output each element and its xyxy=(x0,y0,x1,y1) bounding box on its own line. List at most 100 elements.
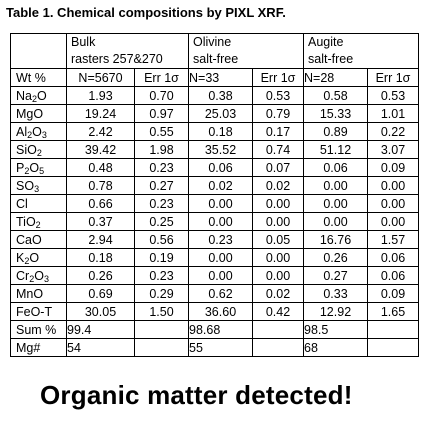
value-cell: 0.29 xyxy=(134,284,189,303)
mg-olivine-value: 55 xyxy=(188,338,253,357)
value-cell: 0.00 xyxy=(252,266,304,285)
oxide-subscript: 2 xyxy=(29,273,35,284)
empty-cell xyxy=(134,338,189,357)
mg-label: Mg# xyxy=(10,338,67,357)
table-row: Cr2O3 0.26 0.23 0.00 0.00 0.27 0.06 xyxy=(10,266,419,285)
table-row: FeO-T 30.05 1.50 36.60 0.42 12.92 1.65 xyxy=(10,302,419,321)
oxide-label: P2O5 xyxy=(10,158,67,177)
empty-cell xyxy=(252,320,304,339)
value-cell: 0.00 xyxy=(188,266,253,285)
empty-cell xyxy=(134,320,189,339)
oxide-subscript: 2 xyxy=(31,93,37,104)
table-row: SiO2 39.42 1.98 35.52 0.74 51.12 3.07 xyxy=(10,140,419,159)
oxide-subscript: 3 xyxy=(43,273,49,284)
value-cell: 1.93 xyxy=(66,86,135,105)
table-row: MnO 0.69 0.29 0.62 0.02 0.33 0.09 xyxy=(10,284,419,303)
value-cell: 0.89 xyxy=(303,122,368,141)
value-cell: 0.69 xyxy=(66,284,135,303)
value-cell: 0.23 xyxy=(134,266,189,285)
table-row: SO3 0.78 0.27 0.02 0.02 0.00 0.00 xyxy=(10,176,419,195)
oxide-label: Cr2O3 xyxy=(10,266,67,285)
group-olivine-line1: Olivine xyxy=(193,35,232,49)
value-cell: 1.50 xyxy=(134,302,189,321)
value-cell: 39.42 xyxy=(66,140,135,159)
oxide-subscript: 2 xyxy=(24,165,30,176)
oxide-text: TiO xyxy=(16,214,36,229)
table-row: MgO 19.24 0.97 25.03 0.79 15.33 1.01 xyxy=(10,104,419,123)
oxide-text: MnO xyxy=(16,286,44,301)
header-bulk-err: Err 1σ xyxy=(134,68,189,87)
corner-cell xyxy=(10,33,67,69)
group-augite-line2: salt-free xyxy=(308,52,354,66)
value-cell: 25.03 xyxy=(188,104,253,123)
oxide-label: CaO xyxy=(10,230,67,249)
table-row: P2O5 0.48 0.23 0.06 0.07 0.06 0.09 xyxy=(10,158,419,177)
value-cell: 16.76 xyxy=(303,230,368,249)
value-cell: 0.66 xyxy=(66,194,135,213)
oxide-subscript: 2 xyxy=(36,147,42,158)
value-cell: 0.97 xyxy=(134,104,189,123)
value-cell: 0.70 xyxy=(134,86,189,105)
oxide-text: Na xyxy=(16,88,32,103)
oxide-label: SiO2 xyxy=(10,140,67,159)
oxide-text: O xyxy=(37,88,47,103)
value-cell: 0.22 xyxy=(367,122,419,141)
value-cell: 0.00 xyxy=(188,212,253,231)
oxide-text: SiO xyxy=(16,142,37,157)
value-cell: 0.06 xyxy=(188,158,253,177)
oxide-label: Na2O xyxy=(10,86,67,105)
group-olivine: Olivine salt-free xyxy=(188,33,304,69)
value-cell: 0.62 xyxy=(188,284,253,303)
oxide-label: FeO-T xyxy=(10,302,67,321)
oxide-subscript: 3 xyxy=(34,183,40,194)
oxide-label: Al2O3 xyxy=(10,122,67,141)
value-cell: 19.24 xyxy=(66,104,135,123)
oxide-text: O xyxy=(32,124,42,139)
group-bulk-line2: rasters 257&270 xyxy=(71,52,163,66)
value-cell: 0.09 xyxy=(367,284,419,303)
oxide-text: Cr xyxy=(16,268,30,283)
value-cell: 1.98 xyxy=(134,140,189,159)
oxide-text: MgO xyxy=(16,106,44,121)
table-row: CaO 2.94 0.56 0.23 0.05 16.76 1.57 xyxy=(10,230,419,249)
table-row: Al2O3 2.42 0.55 0.18 0.17 0.89 0.22 xyxy=(10,122,419,141)
oxide-text: Cl xyxy=(16,196,28,211)
header-augite-n: N=28 xyxy=(303,68,368,87)
empty-cell xyxy=(367,338,419,357)
composition-table: Bulk rasters 257&270 Olivine salt-free A… xyxy=(10,33,419,357)
value-cell: 0.27 xyxy=(303,266,368,285)
oxide-label: MgO xyxy=(10,104,67,123)
value-cell: 0.78 xyxy=(66,176,135,195)
oxide-text: O xyxy=(34,268,44,283)
oxide-text: P xyxy=(16,160,25,175)
value-cell: 51.12 xyxy=(303,140,368,159)
header-bulk-n: N=5670 xyxy=(66,68,135,87)
mg-bulk-value: 54 xyxy=(66,338,135,357)
group-augite-line1: Augite xyxy=(308,35,344,49)
value-cell: 2.94 xyxy=(66,230,135,249)
oxide-text: SO xyxy=(16,178,35,193)
value-cell: 0.09 xyxy=(367,158,419,177)
oxide-subscript: 5 xyxy=(39,165,45,176)
oxide-text: O xyxy=(29,250,40,265)
value-cell: 0.00 xyxy=(188,194,253,213)
value-cell: 0.02 xyxy=(252,284,304,303)
mg-number-row: Mg# 54 55 68 xyxy=(10,338,419,357)
sum-augite-value: 98.5 xyxy=(303,320,368,339)
value-cell: 0.38 xyxy=(188,86,253,105)
value-cell: 0.74 xyxy=(252,140,304,159)
value-cell: 0.00 xyxy=(303,212,368,231)
empty-cell xyxy=(367,320,419,339)
value-cell: 0.02 xyxy=(188,176,253,195)
oxide-subscript: 2 xyxy=(24,255,30,266)
oxide-label: Cl xyxy=(10,194,67,213)
value-cell: 0.55 xyxy=(134,122,189,141)
oxide-subscript: 2 xyxy=(35,219,41,230)
value-cell: 0.19 xyxy=(134,248,189,267)
sum-bulk-value: 99.4 xyxy=(66,320,135,339)
value-cell: 0.06 xyxy=(367,248,419,267)
mg-augite-value: 68 xyxy=(303,338,368,357)
header-augite-err: Err 1σ xyxy=(367,68,419,87)
header-olivine-err: Err 1σ xyxy=(252,68,304,87)
value-cell: 30.05 xyxy=(66,302,135,321)
